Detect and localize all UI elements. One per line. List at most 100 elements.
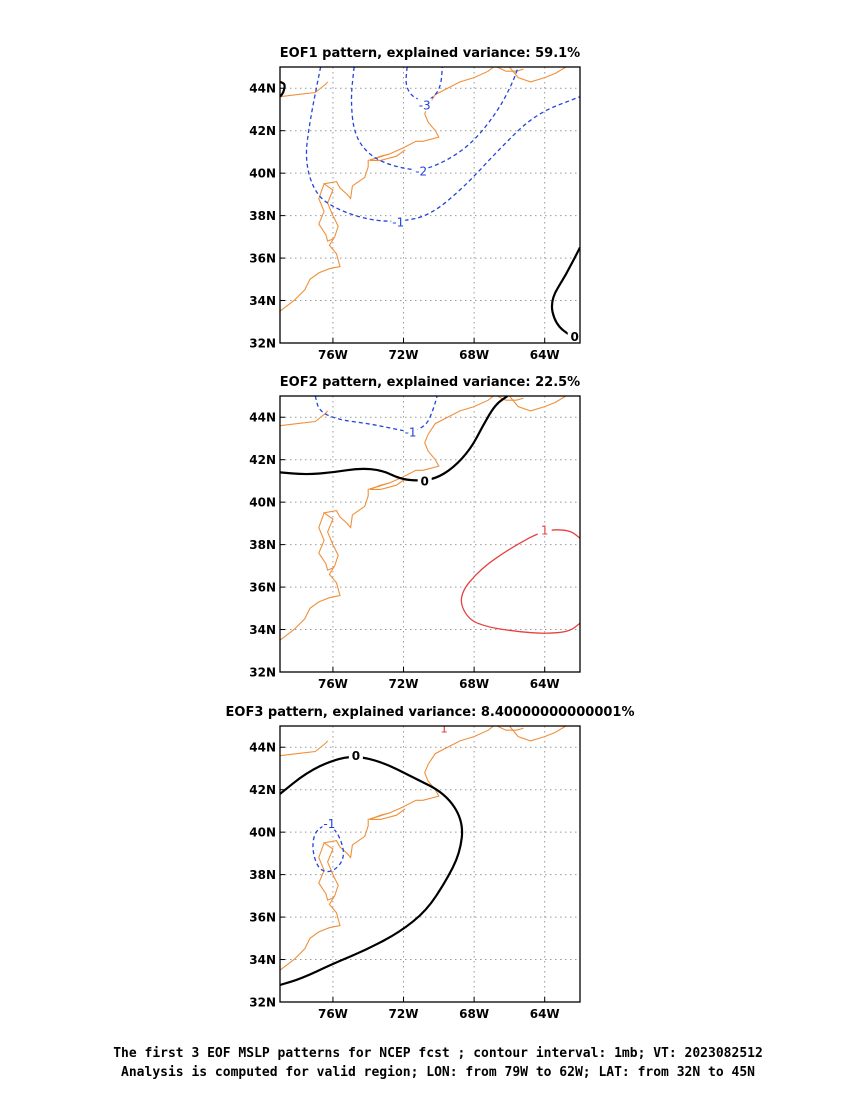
gridlines bbox=[280, 726, 580, 1002]
coastline-segment bbox=[508, 726, 567, 742]
x-tick-label: 68W bbox=[459, 348, 489, 362]
panel-title: EOF3 pattern, explained variance: 8.4000… bbox=[226, 705, 635, 720]
contour-label-bg bbox=[391, 214, 406, 228]
y-tick-label: 44N bbox=[249, 741, 276, 755]
x-tick-label: 76W bbox=[318, 348, 348, 362]
contour-line-zero bbox=[280, 755, 464, 987]
y-tick-label: 32N bbox=[249, 996, 276, 1010]
contour-label-bg bbox=[417, 98, 432, 112]
contour-label: 0 bbox=[571, 330, 579, 344]
contour-label-bg bbox=[414, 164, 429, 178]
contour-line-positive bbox=[460, 529, 580, 634]
gridlines bbox=[280, 396, 580, 672]
panel-title: EOF2 pattern, explained variance: 22.5% bbox=[280, 375, 580, 390]
contours: -1 0 1 bbox=[280, 396, 580, 634]
eof2-panel: EOF2 pattern, explained variance: 22.5% -… bbox=[249, 375, 581, 691]
contour-label-bg bbox=[437, 726, 452, 735]
x-tick-label: 72W bbox=[389, 1007, 419, 1021]
y-tick-label: 44N bbox=[249, 411, 276, 425]
contour-label: 0 bbox=[421, 474, 429, 488]
contours: -3 -2 -1 0 bbox=[280, 67, 580, 344]
x-tick-label: 76W bbox=[318, 677, 348, 691]
coastline-segment bbox=[318, 183, 334, 242]
x-tick-label: 68W bbox=[459, 1007, 489, 1021]
contours: 0 -1 1 bbox=[280, 722, 464, 987]
contour-label: -1 bbox=[323, 817, 335, 831]
y-tick-label: 42N bbox=[249, 453, 276, 467]
coastline-segment bbox=[369, 149, 406, 161]
coastline-segment bbox=[496, 67, 524, 72]
contour-label-bg bbox=[322, 816, 337, 830]
coastline-segment bbox=[280, 396, 494, 641]
plot-frame bbox=[279, 725, 581, 1003]
contour-line-zero bbox=[280, 80, 286, 98]
contour-label: 1 bbox=[440, 722, 448, 736]
y-tick-label: 42N bbox=[249, 124, 276, 138]
y-tick-label: 40N bbox=[249, 496, 276, 510]
coastline-segment bbox=[280, 81, 329, 98]
coastline-segment bbox=[280, 726, 494, 971]
contour-line-negative bbox=[305, 67, 580, 222]
contour-label-bg bbox=[537, 522, 552, 536]
coastline-segment bbox=[280, 410, 329, 427]
contour-label: 1 bbox=[541, 523, 549, 537]
coastline-segment bbox=[496, 396, 524, 401]
eof1-panel: EOF1 pattern, explained variance: 59.1% -… bbox=[249, 46, 581, 362]
contour-line-negative bbox=[312, 823, 345, 873]
contour-line-zero bbox=[280, 396, 509, 482]
y-tick-label: 38N bbox=[249, 209, 276, 223]
y-tick-label: 36N bbox=[249, 252, 276, 266]
x-tick-label: 72W bbox=[389, 677, 419, 691]
x-tick-label: 68W bbox=[459, 677, 489, 691]
panel-title: EOF1 pattern, explained variance: 59.1% bbox=[280, 46, 580, 61]
eof3-panel: EOF3 pattern, explained variance: 8.4000… bbox=[226, 705, 635, 1021]
contour-label: -1 bbox=[392, 215, 404, 229]
coastline bbox=[280, 396, 567, 641]
coastline-segment bbox=[496, 726, 524, 731]
contour-label-bg bbox=[348, 748, 363, 762]
y-tick-label: 38N bbox=[249, 868, 276, 882]
x-tick-label: 76W bbox=[318, 1007, 348, 1021]
contour-line-negative bbox=[314, 396, 438, 432]
plot-frame bbox=[279, 395, 581, 673]
coastline bbox=[280, 726, 567, 971]
y-tick-label: 36N bbox=[249, 911, 276, 925]
y-tick-label: 40N bbox=[249, 167, 276, 181]
y-tick-label: 34N bbox=[249, 953, 276, 967]
x-tick-label: 64W bbox=[530, 348, 560, 362]
coastline-segment bbox=[508, 396, 567, 412]
y-tick-label: 42N bbox=[249, 783, 276, 797]
coastline-segment bbox=[318, 512, 334, 571]
y-tick-label: 40N bbox=[249, 826, 276, 840]
contour-label: -3 bbox=[419, 99, 431, 113]
contour-line-zero bbox=[550, 246, 580, 340]
contour-label: -1 bbox=[405, 426, 417, 440]
contour-line-negative bbox=[405, 67, 444, 101]
contour-line-negative bbox=[350, 67, 519, 171]
y-tick-label: 32N bbox=[249, 337, 276, 351]
coastline-segment bbox=[508, 67, 567, 83]
x-tick-label: 72W bbox=[389, 348, 419, 362]
y-tick-label: 34N bbox=[249, 294, 276, 308]
coastline-segment bbox=[369, 808, 406, 820]
y-tick-label: 36N bbox=[249, 581, 276, 595]
y-tick-label: 34N bbox=[249, 623, 276, 637]
contour-label-bg bbox=[417, 473, 432, 487]
coastline-segment bbox=[369, 478, 406, 490]
footer-line-1: The first 3 EOF MSLP patterns for NCEP f… bbox=[113, 1046, 763, 1061]
plot-frame bbox=[279, 66, 581, 344]
x-tick-label: 64W bbox=[530, 677, 560, 691]
gridlines bbox=[280, 67, 580, 343]
coastline-segment bbox=[318, 842, 334, 901]
coastline-segment bbox=[280, 740, 329, 757]
contour-label-bg bbox=[403, 425, 418, 439]
x-tick-label: 64W bbox=[530, 1007, 560, 1021]
y-tick-label: 38N bbox=[249, 538, 276, 552]
y-tick-label: 44N bbox=[249, 82, 276, 96]
contour-label: -2 bbox=[415, 165, 427, 179]
contour-label: 0 bbox=[352, 749, 360, 763]
contour-label-bg bbox=[567, 329, 580, 343]
y-tick-label: 32N bbox=[249, 666, 276, 680]
footer-line-2: Analysis is computed for valid region; L… bbox=[121, 1065, 755, 1080]
